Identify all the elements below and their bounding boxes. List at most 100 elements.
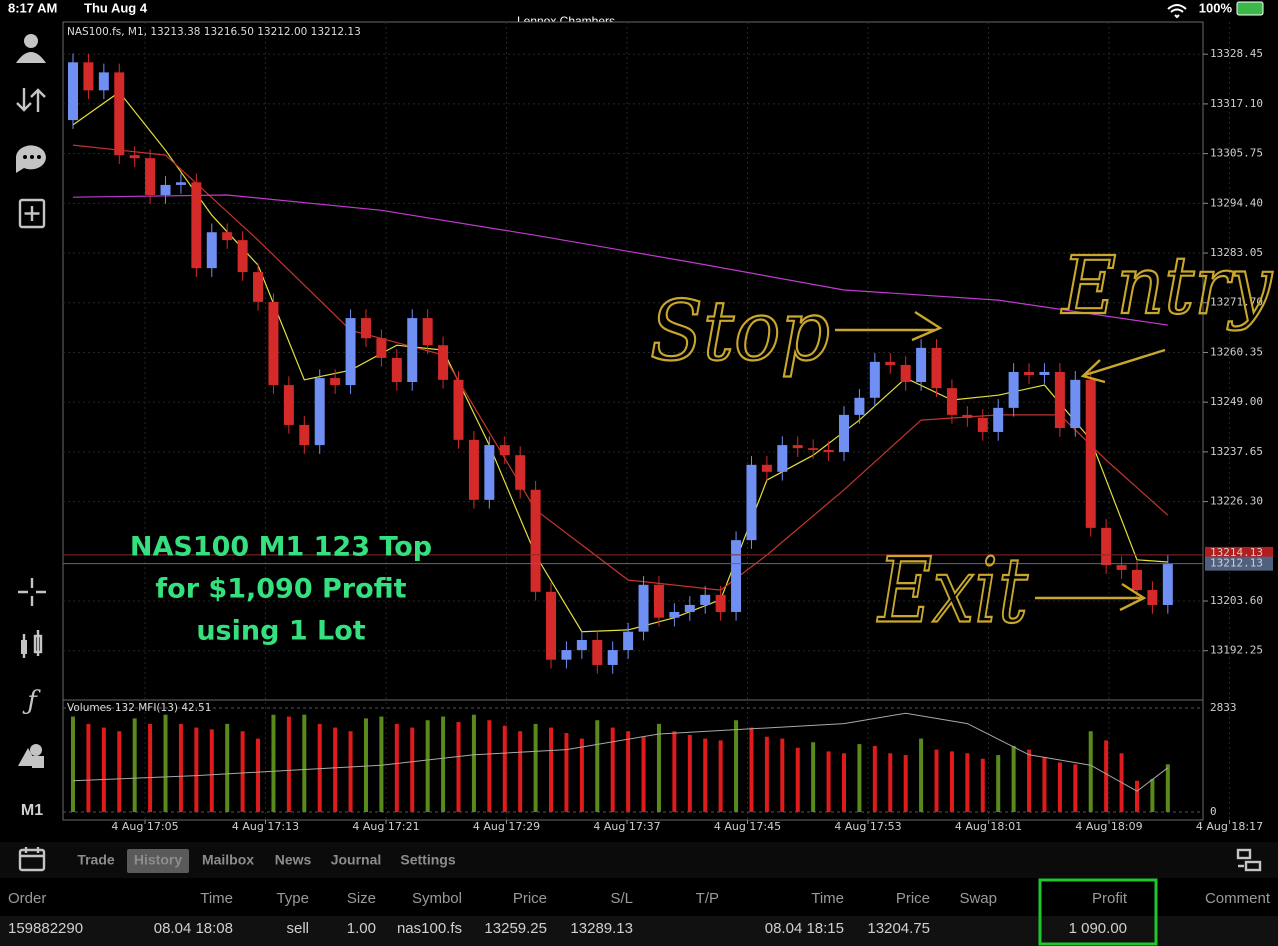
bid-label-bg: [1205, 556, 1273, 571]
table-cell[interactable]: 13204.75: [867, 920, 930, 937]
chart-type-icon[interactable]: [21, 630, 43, 658]
table-cell[interactable]: nas100.fs: [397, 920, 462, 937]
volume-tick-label: 0: [1210, 805, 1217, 818]
volume-bar: [271, 714, 276, 812]
candle-body: [222, 232, 233, 241]
sidebar: [0, 22, 62, 842]
volume-bar: [980, 758, 985, 812]
candle-body: [391, 357, 402, 383]
volume-bar: [626, 731, 631, 812]
layout-icon[interactable]: [1236, 848, 1262, 872]
volume-bar: [795, 747, 800, 812]
column-header: Size: [347, 890, 376, 907]
tab[interactable]: News: [275, 852, 312, 868]
volume-bar: [641, 736, 646, 812]
candle-body: [546, 591, 557, 660]
volume-bar: [734, 720, 739, 812]
volume-bar: [348, 731, 353, 812]
column-header: Price: [896, 890, 930, 907]
chat-icon[interactable]: [15, 145, 46, 173]
candle-body: [700, 594, 711, 605]
candle-body: [561, 650, 572, 660]
volume-bar: [487, 720, 492, 812]
tabs: Trade History Mailbox News Journal Settings: [77, 849, 456, 873]
table-cell[interactable]: 08.04 18:15: [765, 920, 844, 937]
column-header: Time: [811, 890, 844, 907]
candle-body: [345, 318, 356, 386]
volume-bar: [209, 729, 214, 812]
table-cell[interactable]: 159882290: [8, 920, 83, 937]
objects-icon[interactable]: [18, 744, 44, 768]
table-cell[interactable]: sell: [286, 920, 309, 937]
candle-body: [407, 318, 418, 383]
candle-body: [854, 397, 865, 415]
tab[interactable]: Journal: [331, 852, 382, 868]
candle-body: [576, 639, 587, 651]
candle-body: [1039, 371, 1050, 376]
profit-highlight: [1038, 878, 1158, 946]
crosshair-icon[interactable]: [18, 578, 46, 606]
y-tick-label: 13260.35: [1210, 345, 1263, 358]
table-cell[interactable]: 13259.25: [484, 920, 547, 937]
table-header-bg: [0, 880, 1278, 916]
new-order-icon[interactable]: [18, 198, 46, 229]
battery-icon: [1236, 1, 1264, 16]
volume-bar: [1088, 731, 1093, 812]
ask-label: 13214.13: [1210, 546, 1263, 559]
y-tick-label: 13203.60: [1210, 594, 1263, 607]
volume-bar: [857, 744, 862, 812]
volume-bar: [317, 723, 322, 812]
table-cell[interactable]: 08.04 18:08: [154, 920, 233, 937]
volume-bar: [240, 731, 245, 812]
volume-bar: [949, 751, 954, 812]
x-tick-label: 4 Aug 17:29: [473, 820, 540, 833]
volume-bar: [533, 723, 538, 812]
y-tick-label: 13226.30: [1210, 495, 1263, 508]
tab[interactable]: Settings: [400, 852, 455, 868]
ask-label-bg: [1205, 546, 1273, 559]
volume-bar: [780, 738, 785, 812]
candle-body: [669, 611, 680, 618]
overlay-text: NAS100 M1 123 Top for $1,090 Profit usin…: [130, 532, 432, 647]
tab[interactable]: Trade: [77, 852, 115, 868]
candle-body: [653, 584, 664, 618]
x-tick-label: 4 Aug 17:05: [111, 820, 178, 833]
volume-bar: [579, 738, 584, 812]
candle-body: [761, 464, 772, 472]
axes: 13328.45 13317.10 13305.75 13294.40 13283.05…: [111, 47, 1273, 833]
x-tick-label: 4 Aug 17:45: [714, 820, 781, 833]
calendar-icon[interactable]: [18, 847, 46, 872]
trade-icon[interactable]: [16, 88, 46, 112]
volume-bar: [749, 727, 754, 812]
candle-body: [114, 72, 125, 156]
account-icon[interactable]: [16, 34, 46, 63]
y-tick-label: 13283.05: [1210, 246, 1263, 259]
candle-body: [330, 378, 341, 386]
tab[interactable]: History: [134, 852, 182, 868]
candle-body: [237, 240, 248, 273]
column-header: Price: [513, 890, 547, 907]
table-cell[interactable]: 1.00: [347, 920, 376, 937]
candle-body: [515, 455, 526, 490]
indicators-icon[interactable]: ƒ: [22, 686, 41, 716]
table-cell[interactable]: 13289.13: [570, 920, 633, 937]
table-cell[interactable]: 1 090.00: [1069, 920, 1127, 937]
timeframe[interactable]: M1: [21, 802, 43, 819]
volume-bar: [842, 753, 846, 812]
volume-bar: [888, 753, 893, 812]
candle-body: [623, 631, 634, 651]
candle-body: [314, 378, 325, 446]
volume-bar: [1165, 764, 1170, 812]
history-table: Order Time Type Size Symbol Price S/L T/P Time Pr…: [8, 890, 1271, 937]
candle-body: [422, 318, 433, 346]
volume-bar: [656, 723, 661, 812]
x-tick-label: 4 Aug 17:37: [593, 820, 660, 833]
tab[interactable]: Mailbox: [202, 852, 254, 868]
candle-body: [468, 439, 479, 500]
candle-body: [206, 232, 217, 269]
volume-bar: [379, 716, 384, 812]
x-tick-label: 4 Aug 17:21: [352, 820, 419, 833]
handwritten-stop: Stop: [650, 285, 830, 380]
candle-body: [268, 301, 279, 386]
volume-bar: [1042, 756, 1047, 812]
